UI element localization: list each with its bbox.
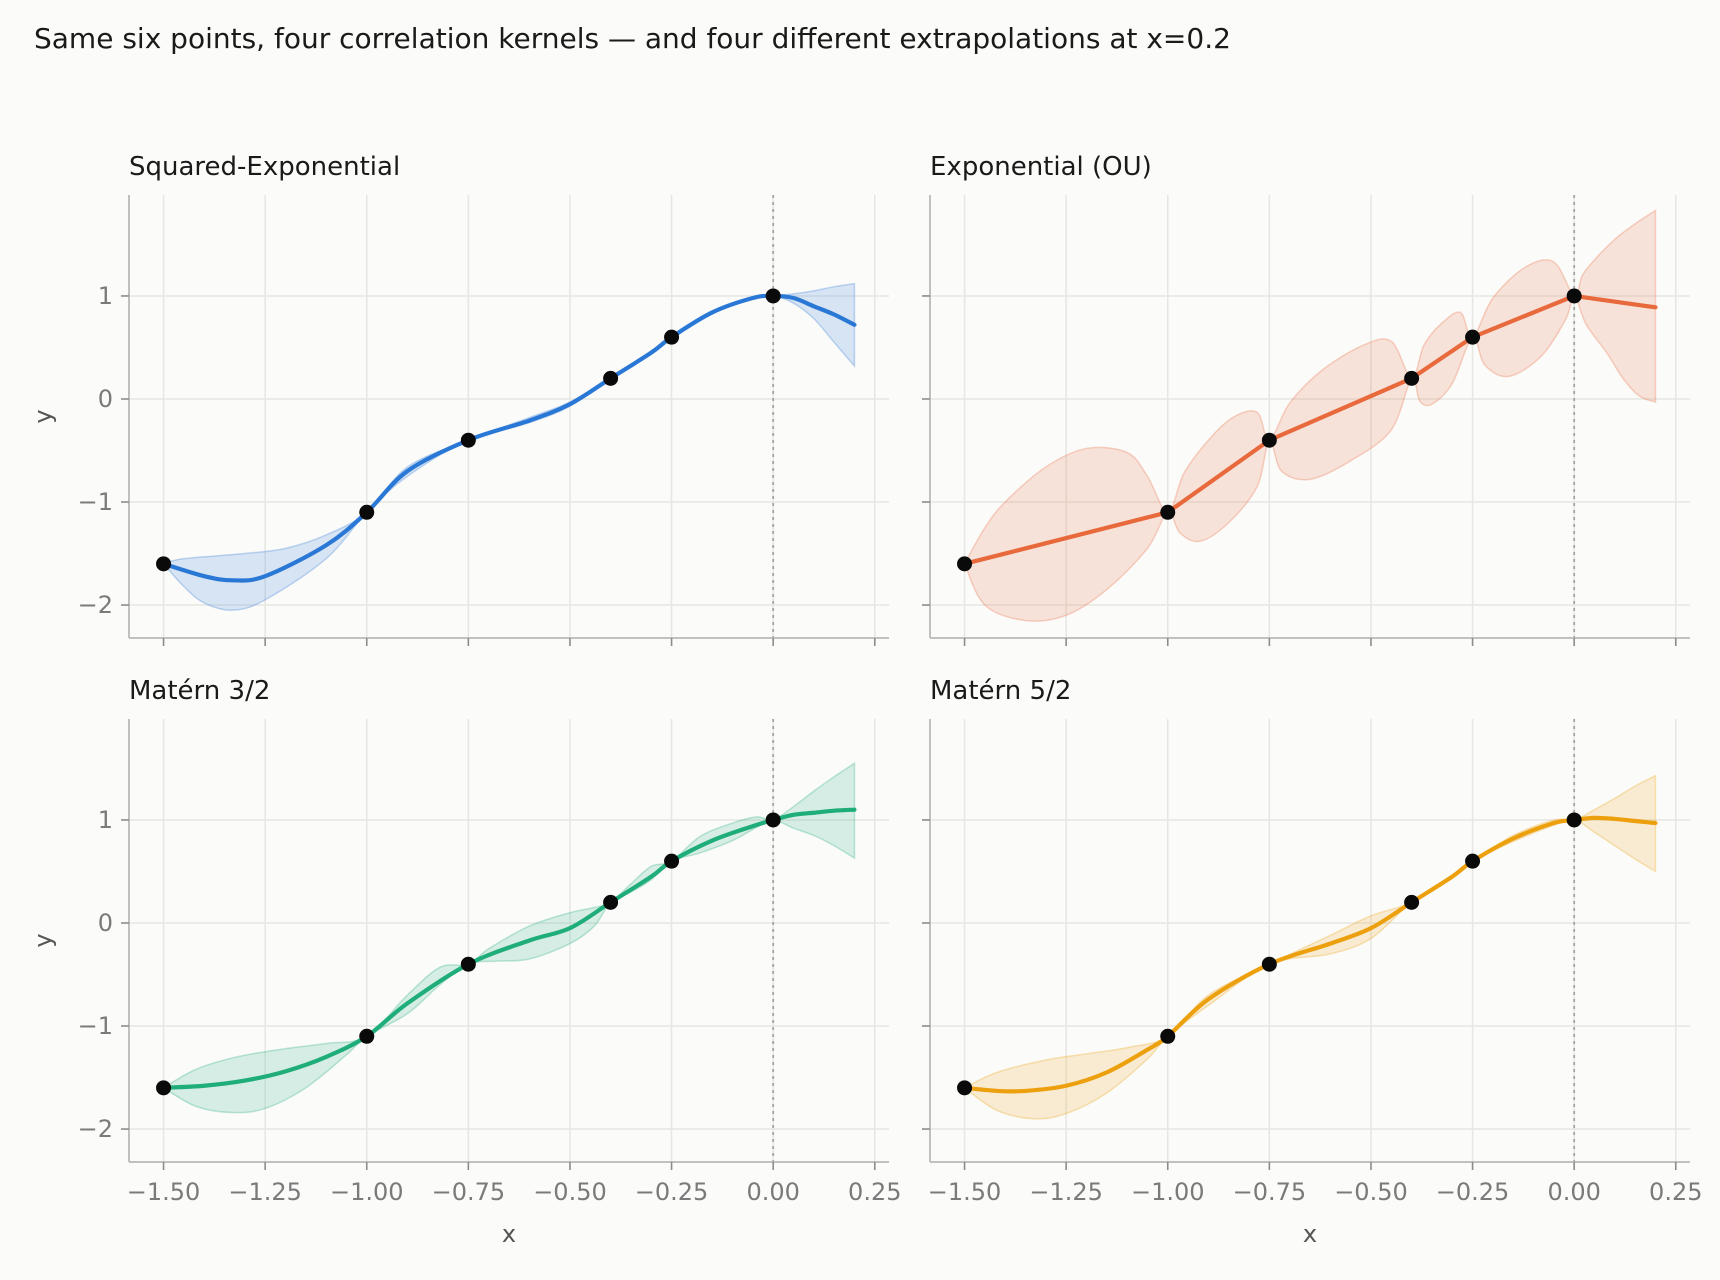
data-point xyxy=(957,1080,973,1096)
data-point xyxy=(359,1028,375,1044)
x-axis-label: x xyxy=(1303,1220,1317,1248)
data-point xyxy=(1404,370,1420,386)
confidence-band xyxy=(963,774,1657,1120)
data-point xyxy=(460,956,476,972)
x-tick-label: −0.25 xyxy=(1436,1178,1510,1206)
x-tick-label: −0.75 xyxy=(1233,1178,1307,1206)
y-tick-label: −1 xyxy=(78,1012,113,1040)
panel-title: Matérn 5/2 xyxy=(930,676,1071,706)
data-point xyxy=(765,288,781,304)
x-tick-label: 0.25 xyxy=(1649,1178,1702,1206)
confidence-band xyxy=(162,761,856,1114)
mean-line xyxy=(962,815,1658,1094)
data-point xyxy=(957,556,973,572)
x-tick-label: −1.00 xyxy=(1131,1178,1205,1206)
data-point xyxy=(1566,288,1582,304)
x-tick-label: −1.25 xyxy=(1029,1178,1103,1206)
y-tick-label: −1 xyxy=(78,488,113,516)
data-point xyxy=(603,894,619,910)
x-axis-label: x xyxy=(502,1220,516,1248)
figure-title: Same six points, four correlation kernel… xyxy=(34,22,1231,55)
data-point xyxy=(1261,432,1277,448)
panel-squared-exponential: −2 −1 0 1 Squared-Exponential y xyxy=(29,152,889,646)
y-tick-label: 0 xyxy=(98,385,113,413)
data-point xyxy=(765,812,781,828)
data-point xyxy=(1160,1028,1176,1044)
x-tick-label: −0.50 xyxy=(1334,1178,1408,1206)
data-point xyxy=(460,432,476,448)
panel-title: Exponential (OU) xyxy=(930,152,1152,182)
x-tick-label: 0.00 xyxy=(1547,1178,1600,1206)
data-point xyxy=(1160,504,1176,520)
x-tick-label: −1.25 xyxy=(228,1178,302,1206)
y-axis-label: y xyxy=(29,933,57,947)
x-tick-label: −0.50 xyxy=(533,1178,607,1206)
data-point xyxy=(1261,956,1277,972)
x-tick-label: −0.25 xyxy=(635,1178,709,1206)
data-point xyxy=(1404,894,1420,910)
y-tick-label: 0 xyxy=(98,909,113,937)
y-tick-label: −2 xyxy=(78,1115,113,1143)
mean-line xyxy=(161,293,857,583)
confidence-band xyxy=(963,209,1657,622)
data-point xyxy=(156,556,172,572)
data-point xyxy=(359,504,375,520)
x-tick-label: −0.75 xyxy=(432,1178,506,1206)
x-tick-label: 0.25 xyxy=(848,1178,901,1206)
confidence-band xyxy=(162,282,856,611)
x-tick-label: −1.00 xyxy=(330,1178,404,1206)
panel-title: Squared-Exponential xyxy=(129,152,400,182)
y-tick-label: 1 xyxy=(98,806,113,834)
data-point xyxy=(1465,329,1481,345)
data-point xyxy=(156,1080,172,1096)
y-tick-label: −2 xyxy=(78,591,113,619)
data-point xyxy=(664,853,680,869)
y-axis-label: y xyxy=(29,409,57,423)
data-point xyxy=(1566,812,1582,828)
x-tick-label: −1.50 xyxy=(127,1178,201,1206)
panel-title: Matérn 3/2 xyxy=(129,676,270,706)
panel-exponential-ou: Exponential (OU) xyxy=(922,152,1690,646)
panel-matern-5-2: −1.50 −1.25 −1.00 −0.75 −0.50 −0.25 0.00 0.25 Ma… xyxy=(922,676,1702,1248)
mean-line xyxy=(161,807,857,1090)
data-point xyxy=(603,370,619,386)
panel-matern-3-2: −1.50 −1.25 −1.00 −0.75 −0.50 −0.25 0.00 0.25 −2… xyxy=(29,676,901,1248)
y-tick-label: 1 xyxy=(98,282,113,310)
data-point xyxy=(1465,853,1481,869)
x-tick-label: −1.50 xyxy=(928,1178,1002,1206)
x-tick-label: 0.00 xyxy=(746,1178,799,1206)
data-point xyxy=(664,329,680,345)
